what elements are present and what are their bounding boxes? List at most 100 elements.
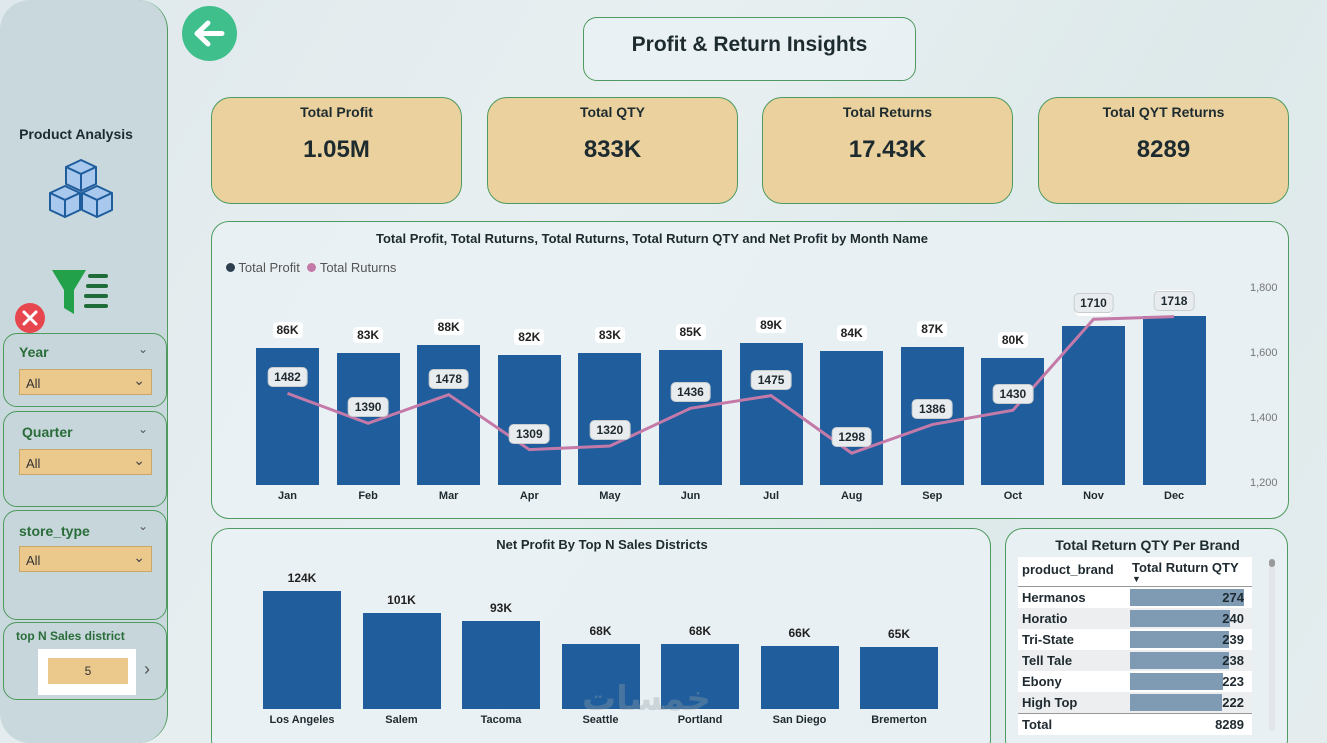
kpi-title: Total QTY (579, 104, 646, 120)
column-header-qty[interactable]: Total Ruturn QTY ▼ (1128, 557, 1252, 586)
column-header-qty-label: Total Ruturn QTY (1132, 560, 1239, 575)
data-label-returns: 1320 (589, 420, 631, 440)
bar-month (820, 351, 884, 485)
legend-total-returns[interactable]: Total Ruturns (319, 260, 397, 275)
quarter-value: All (26, 456, 41, 471)
table-row: Horatio 240 (1018, 608, 1252, 629)
bar-district (760, 646, 839, 709)
district-chart-card: Net Profit By Top N Sales Districts 124K… (211, 528, 991, 743)
brand-table-card: Total Return QTY Per Brand product_brand… (1005, 528, 1288, 743)
data-label-profit: 86K (272, 322, 303, 339)
x-tick-label: Feb (358, 490, 378, 502)
brand-name-cell: High Top (1022, 695, 1078, 710)
kpi-total-profit: Total Profit 1.05M (211, 97, 462, 204)
quarter-dropdown[interactable]: All ⌄ (19, 449, 152, 475)
y2-tick-label: 1,400 (1250, 412, 1278, 424)
qty-value: 223 (1222, 674, 1244, 689)
quarter-label: Quarter (22, 424, 73, 440)
bar-month (739, 343, 803, 485)
bar-district (362, 612, 441, 709)
x-tick-label: Dec (1164, 490, 1185, 502)
x-tick-label: Jan (278, 490, 297, 502)
bar-district (860, 647, 938, 709)
x-tick-label: Salem (385, 714, 418, 726)
page-title: Profit & Return Insights (631, 33, 868, 56)
x-tick-label: Oct (1003, 490, 1023, 502)
data-label-returns: 1298 (831, 427, 873, 448)
kpi-value: 8289 (1136, 136, 1191, 163)
data-label-profit: 84K (836, 325, 867, 342)
data-label-returns: 1430 (992, 384, 1034, 405)
brand-rows: Hermanos 274 Horatio 240 Tri-State 239 Tell Ta… (1018, 587, 1252, 713)
x-tick-label: Jul (763, 490, 780, 502)
bar-month (336, 352, 400, 485)
chevron-down-icon: ⌄ (133, 372, 145, 388)
data-label-profit: 83K (594, 326, 625, 343)
kpi-title: Total Profit (300, 104, 373, 120)
x-tick-label: May (599, 490, 621, 502)
table-scrollbar[interactable] (1269, 559, 1275, 731)
x-tick-label: Apr (519, 490, 539, 502)
data-label-profit: 83K (353, 326, 384, 343)
data-label-district: 68K (688, 624, 712, 639)
qty-cell: 240 (1128, 608, 1248, 629)
data-label-district: 124K (287, 571, 317, 585)
data-label-district: 93K (489, 600, 513, 615)
data-label-returns: 1482 (267, 367, 308, 388)
bar-month (578, 352, 642, 485)
filter-icon[interactable] (50, 268, 114, 318)
x-tick-label: Jun (680, 490, 701, 502)
qty-data-bar (1130, 610, 1230, 627)
brand-name-cell: Ebony (1022, 674, 1062, 689)
x-tick-label: Mar (438, 490, 459, 502)
kpi-value: 17.43K (848, 136, 927, 163)
data-label-returns: 1710 (1073, 293, 1114, 314)
x-tick-label: Seattle (582, 714, 619, 726)
clear-filters-icon[interactable] (14, 302, 46, 334)
kpi-total-returns: Total Returns 17.43K (762, 97, 1013, 204)
year-label: Year (19, 344, 49, 360)
chevron-down-icon[interactable]: ⌄ (137, 342, 148, 356)
chart-title: Total Profit, Total Ruturns, Total Rutur… (376, 231, 928, 246)
back-button[interactable] (182, 6, 237, 61)
data-label-profit: 82K (514, 328, 545, 345)
chevron-right-icon[interactable]: › (144, 659, 150, 679)
qty-value: 239 (1222, 632, 1244, 647)
data-label-returns: 1390 (347, 397, 389, 418)
bar-month (1142, 316, 1206, 485)
qty-cell: 274 (1128, 587, 1248, 608)
year-dropdown[interactable]: All ⌄ (19, 369, 152, 395)
monthly-chart-card: Total Profit, Total Ruturns, Total Rutur… (211, 221, 1289, 519)
qty-cell: 238 (1128, 650, 1248, 671)
topn-slicer: top N Sales district 5 › (3, 622, 167, 700)
data-label-returns: 1475 (750, 369, 792, 390)
kpi-title: Total QYT Returns (1102, 104, 1225, 120)
x-tick-label: San Diego (772, 714, 827, 726)
bar-district (462, 620, 540, 709)
arrow-left-icon (194, 20, 225, 47)
qty-value: 240 (1222, 611, 1244, 626)
brand-name-cell: Tri-State (1022, 632, 1075, 647)
topn-input[interactable]: 5 (48, 658, 128, 684)
bar-district (561, 644, 640, 709)
chevron-down-icon[interactable]: ⌄ (137, 519, 148, 533)
column-header-brand[interactable]: product_brand (1022, 562, 1114, 577)
bar-month (497, 354, 561, 485)
store-type-dropdown[interactable]: All ⌄ (19, 546, 152, 572)
scrollbar-thumb[interactable] (1269, 559, 1275, 567)
table-row: High Top 222 (1018, 692, 1252, 713)
table-row: Ebony 223 (1018, 671, 1252, 692)
legend-total-profit[interactable]: Total Profit (238, 260, 300, 275)
qty-data-bar (1130, 631, 1230, 648)
store-type-slicer: store_type ⌄ All ⌄ (3, 510, 167, 620)
y2-tick-label: 1,800 (1250, 282, 1278, 294)
boxes-icon (49, 159, 113, 218)
chevron-down-icon[interactable]: ⌄ (137, 422, 148, 436)
store-type-label: store_type (19, 523, 90, 539)
legend-dot-returns (307, 263, 317, 272)
data-label-profit: 89K (756, 317, 787, 334)
table-row: Hermanos 274 (1018, 587, 1252, 608)
data-label-returns: 1309 (508, 423, 550, 444)
x-tick-label: Bremerton (871, 714, 927, 726)
monthly-plot: 86K Jan 83K Feb 88K Mar 82K Apr 83K May 85K Jun 89K J… (212, 222, 1290, 520)
